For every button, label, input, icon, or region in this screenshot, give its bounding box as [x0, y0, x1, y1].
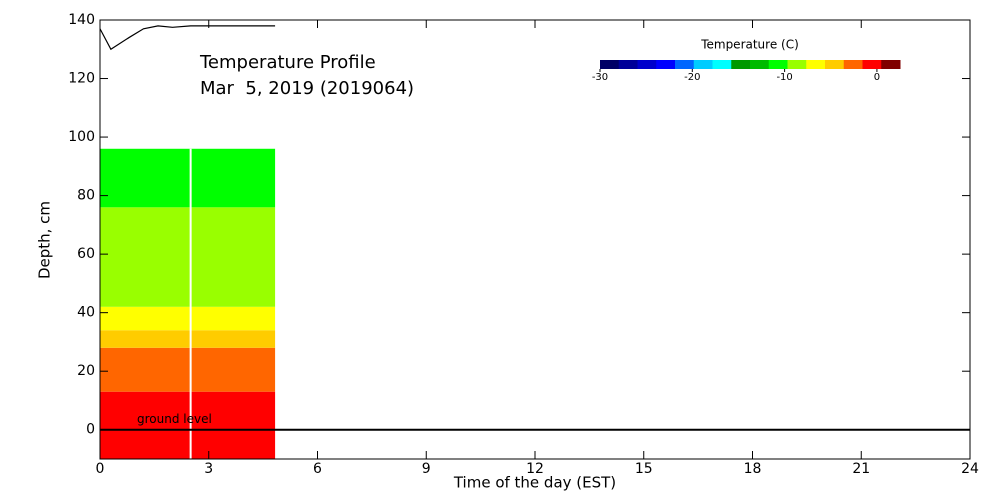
- colorbar-swatch: [618, 60, 638, 69]
- colorbar-swatch: [768, 60, 788, 69]
- y-tick-label: 20: [77, 363, 95, 379]
- y-tick-label: 40: [77, 305, 95, 321]
- colorbar-tick-label: -10: [776, 72, 792, 83]
- colorbar-swatch: [731, 60, 751, 69]
- colorbar-swatch: [862, 60, 882, 69]
- x-axis-label: Time of the day (EST): [453, 474, 616, 492]
- y-tick-label: 120: [68, 71, 95, 87]
- colorbar-swatch: [637, 60, 657, 69]
- y-tick-label: 60: [77, 246, 95, 262]
- temperature-layer: [100, 148, 276, 208]
- x-tick-label: 9: [422, 461, 431, 477]
- x-tick-label: 0: [96, 461, 105, 477]
- x-tick-label: 18: [744, 461, 762, 477]
- snow-depth-line: [99, 25, 276, 51]
- colorbar-swatch: [787, 60, 807, 69]
- temperature-layer: [100, 330, 276, 348]
- colorbar-swatch: [693, 60, 713, 69]
- x-tick-label: 12: [526, 461, 544, 477]
- colorbar-swatch: [712, 60, 732, 69]
- x-tick-label: 15: [635, 461, 653, 477]
- y-tick-label: 0: [86, 422, 95, 438]
- colorbar-swatch: [806, 60, 826, 69]
- colorbar-swatch: [843, 60, 863, 69]
- colorbar-tick-label: -20: [684, 72, 700, 83]
- colorbar-swatch: [825, 60, 845, 69]
- x-tick-label: 24: [961, 461, 979, 477]
- y-tick-label: 80: [77, 188, 95, 204]
- colorbar-swatch: [881, 60, 901, 69]
- colorbar-swatch: [600, 60, 620, 69]
- temperature-layer: [100, 207, 276, 307]
- colorbar-tick-label: -30: [592, 72, 608, 83]
- colorbar-tick-label: 0: [874, 72, 880, 83]
- colorbar-swatch: [656, 60, 676, 69]
- chart-title: Temperature Profile: [199, 52, 376, 73]
- y-axis-label: Depth, cm: [36, 201, 54, 279]
- annotation: ground level: [137, 412, 212, 426]
- colorbar-swatch: [675, 60, 695, 69]
- chart-subtitle: Mar 5, 2019 (2019064): [200, 78, 414, 99]
- y-tick-label: 140: [68, 12, 95, 28]
- y-tick-label: 100: [68, 129, 95, 145]
- colorbar-title: Temperature (C): [700, 38, 799, 52]
- x-tick-label: 6: [313, 461, 322, 477]
- colorbar-swatch: [750, 60, 770, 69]
- temperature-layer: [100, 306, 276, 331]
- temperature-layer: [100, 391, 276, 459]
- temperature-layer: [100, 347, 276, 392]
- x-tick-label: 3: [204, 461, 213, 477]
- x-tick-label: 21: [852, 461, 870, 477]
